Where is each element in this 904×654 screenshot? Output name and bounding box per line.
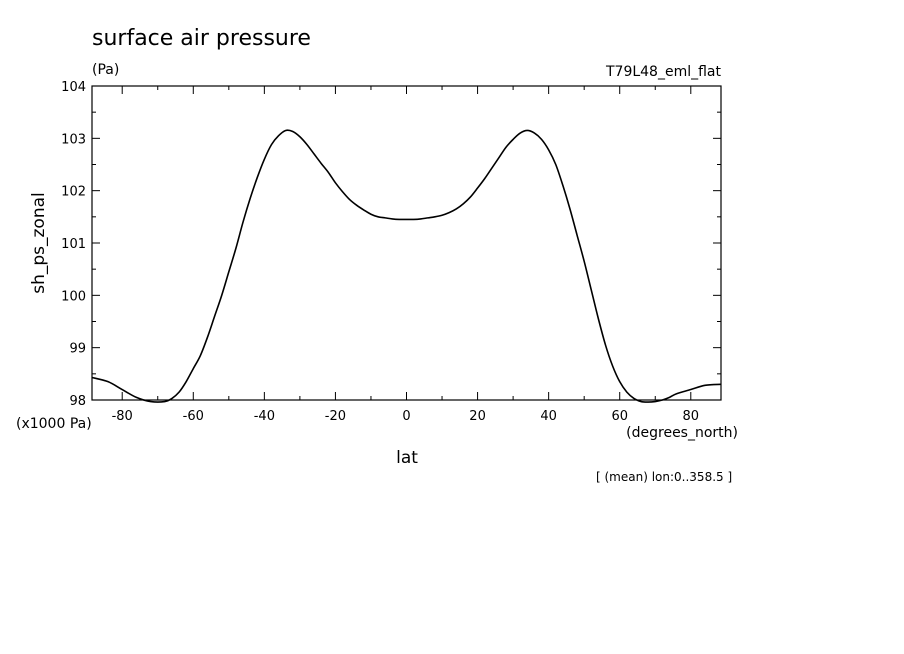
plot-frame xyxy=(91,85,722,401)
x-tick-label: 80 xyxy=(683,409,700,424)
y-axis-ticks xyxy=(92,85,721,401)
y-axis-label: sh_ps_zonal xyxy=(29,192,49,294)
y-tick-label: 100 xyxy=(61,289,86,304)
x-tick-label: 60 xyxy=(611,409,628,424)
y-tick-label: 99 xyxy=(69,342,86,357)
x-axis-tick-labels: -80 -60 -40 -20 0 20 40 60 80 xyxy=(112,409,699,424)
x-tick-label: -40 xyxy=(254,409,275,424)
chart-units: (Pa) xyxy=(92,62,119,78)
x-tick-label: 0 xyxy=(402,409,410,424)
y-tick-label: 98 xyxy=(69,394,86,409)
x-axis-ticks xyxy=(121,86,692,400)
x-unit-label: (degrees_north) xyxy=(626,425,738,441)
y-tick-label: 103 xyxy=(61,132,86,147)
y-tick-label: 102 xyxy=(61,185,86,200)
y-scale-note: (x1000 Pa) xyxy=(16,416,92,432)
x-tick-label: -20 xyxy=(325,409,346,424)
y-axis-tick-labels: 98 99 100 101 102 103 104 xyxy=(61,80,86,409)
x-tick-label: -80 xyxy=(112,409,133,424)
run-label: T79L48_eml_flat xyxy=(605,64,722,80)
x-tick-label: 20 xyxy=(469,409,486,424)
x-tick-label: -60 xyxy=(183,409,204,424)
footer-note: [ (mean) lon:0..358.5 ] xyxy=(596,470,732,484)
y-tick-label: 101 xyxy=(61,237,86,252)
x-axis-label: lat xyxy=(396,448,418,468)
x-tick-label: 40 xyxy=(540,409,557,424)
series-line xyxy=(91,129,722,403)
chart-title: surface air pressure xyxy=(92,26,311,51)
y-tick-label: 104 xyxy=(61,80,86,95)
